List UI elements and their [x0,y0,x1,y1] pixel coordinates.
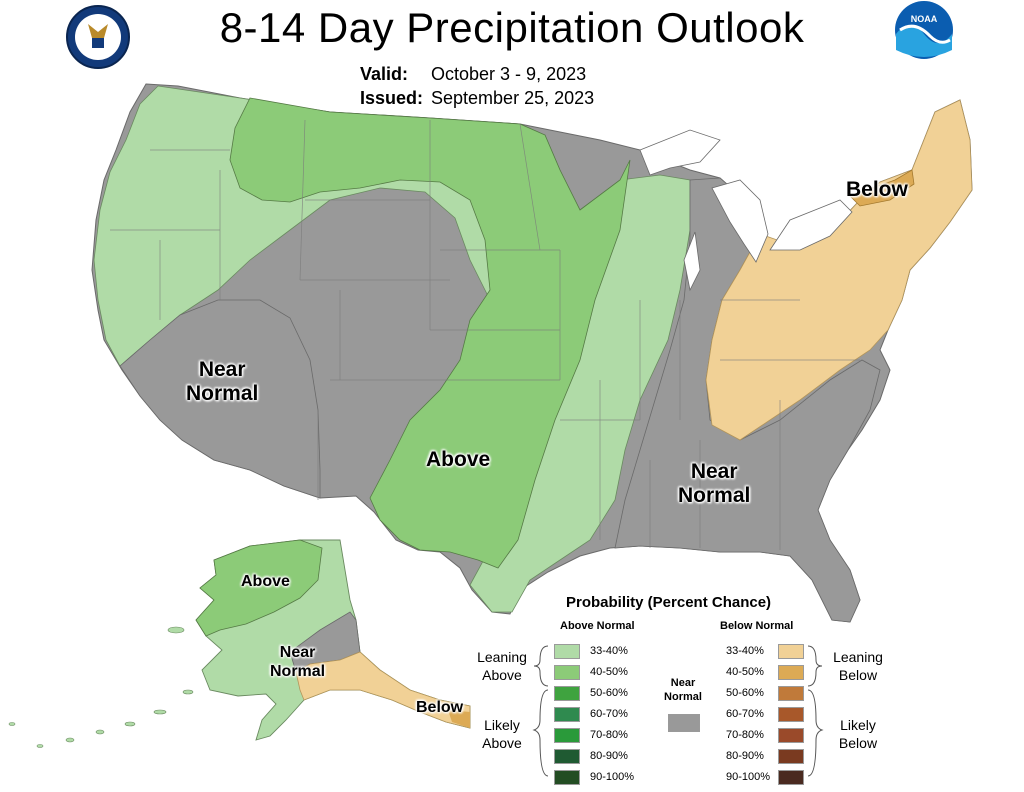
seal-icon [66,5,130,69]
legend-above-swatch-2 [554,686,580,701]
legend-below-label-5: 80-90% [726,750,764,762]
noaa-logo-icon: NOAA [895,1,953,59]
legend-likely-below: Likely Below [826,716,890,752]
label-ak-below: Below [416,699,464,716]
legend-above-swatch-6 [554,770,580,785]
legend-above-swatch-1 [554,665,580,680]
legend-leaning-above-1: Leaning [477,649,527,665]
legend-below-swatch-0 [778,644,804,659]
legend-brackets [532,645,824,777]
legend-above-label-1: 40-50% [590,666,628,678]
legend-above-label-4: 70-80% [590,729,628,741]
label-ak-near-2: Normal [270,663,326,680]
page-title: 8-14 Day Precipitation Outlook [219,4,805,51]
legend-below-swatch-3 [778,707,804,722]
legend-above-swatch-0 [554,644,580,659]
legend-near-head: Near Normal [655,676,711,704]
label-near-se-2: Normal [678,484,751,507]
legend-leaning-below-1: Leaning [833,649,883,665]
legend-above-head: Above Normal [560,620,635,632]
legend-likely-above: Likely Above [470,716,534,752]
legend-above-label-5: 80-90% [590,750,628,762]
legend-near-swatch [668,714,700,732]
legend-above-label-3: 60-70% [590,708,628,720]
legend-below-swatch-5 [778,749,804,764]
legend-likely-below-2: Below [838,735,878,751]
valid-line: Valid: October 3 - 9, 2023 [360,64,586,85]
legend-above-label-0: 33-40% [590,645,628,657]
label-above-plains: Above [426,448,491,471]
below-40-ne [849,169,915,207]
label-near-se: Near Normal [678,460,750,508]
legend-above-swatch-3 [554,707,580,722]
label-ak-near: Near Normal [270,643,325,681]
aleutian-islands [8,626,194,748]
legend-below-head: Below Normal [720,620,794,632]
label-ak-above: Above [241,573,290,590]
legend-leaning-below-2: Below [838,667,878,683]
issued-label: Issued: [360,88,424,108]
legend-below-label-2: 50-60% [726,687,764,699]
legend-above-label-2: 50-60% [590,687,628,699]
legend-above-swatch-5 [554,749,580,764]
legend-below-swatch-2 [778,686,804,701]
state-lines [110,119,860,550]
legend-leaning-above: Leaning Above [470,648,534,684]
legend-title: Probability (Percent Chance) [566,594,772,611]
near-normal-sw [119,299,321,499]
label-near-sw: Near Normal [186,358,258,406]
alaska-below-40 [448,710,470,728]
legend-likely-above-2: Above [482,735,522,751]
valid-dates: October 3 - 9, 2023 [431,64,587,84]
alaska-above-40 [195,539,323,637]
valid-label: Valid: [360,64,409,84]
legend-below-swatch-1 [778,665,804,680]
label-near-sw-2: Normal [186,382,259,405]
label-ak-near-1: Near [279,644,316,661]
legend-leaning-below: Leaning Below [826,648,890,684]
legend-above-swatch-4 [554,728,580,743]
issued-line: Issued: September 25, 2023 [360,88,594,109]
legend-below-label-3: 60-70% [726,708,764,720]
legend-below-swatch-4 [778,728,804,743]
legend-near-head-1: Near [670,677,696,689]
label-below-ne: Below [846,178,908,201]
issued-date: September 25, 2023 [431,88,595,108]
legend-below-label-6: 90-100% [726,771,771,783]
legend-below-label-1: 40-50% [726,666,764,678]
great-lakes [639,129,853,292]
legend-near-head-2: Normal [664,691,702,703]
legend-below-swatch-6 [778,770,804,785]
legend-below-label-4: 70-80% [726,729,764,741]
legend-above-label-6: 90-100% [590,771,635,783]
above-40-plains [229,97,631,569]
label-near-se-1: Near [690,460,738,483]
legend-below-label-0: 33-40% [726,645,764,657]
legend-likely-below-1: Likely [840,717,876,733]
label-near-sw-1: Near [198,358,246,381]
legend-leaning-above-2: Above [482,667,522,683]
legend-likely-above-1: Likely [484,717,520,733]
svg-text:NOAA: NOAA [911,14,938,24]
